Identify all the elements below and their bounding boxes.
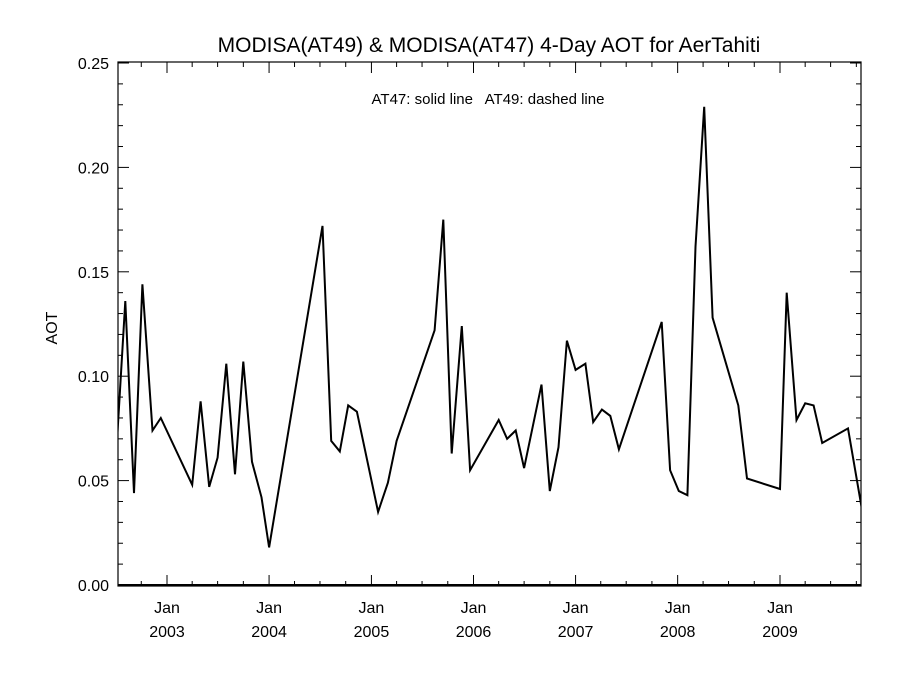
- x-tick-year-label: 2009: [762, 624, 798, 641]
- plot-frame: [117, 61, 862, 587]
- y-tick-label: 0.05: [78, 474, 109, 491]
- series-layer: [118, 106, 861, 548]
- x-tick-month-label: Jan: [359, 600, 385, 617]
- y-tick-label: 0.20: [78, 160, 109, 177]
- x-axis-ticks: Jan 2003 Jan 2004 Jan 2005 Jan 2006 Jan 2007 Jan 20…: [140, 62, 857, 641]
- line-style-annotation: AT47: solid line AT49: dashed line: [372, 91, 605, 108]
- x-tick-month-label: Jan: [256, 600, 282, 617]
- x-tick-month-label: Jan: [461, 600, 487, 617]
- y-tick-label: 0.10: [78, 369, 109, 386]
- x-tick-year-label: 2006: [456, 624, 492, 641]
- series-line-solid: [118, 106, 861, 548]
- y-tick-label: 0.00: [78, 578, 109, 595]
- x-tick-year-label: 2007: [558, 624, 594, 641]
- x-tick-year-label: 2003: [149, 624, 185, 641]
- x-tick-month-label: Jan: [154, 600, 180, 617]
- x-tick-month-label: Jan: [665, 600, 691, 617]
- chart-title: MODISA(AT49) & MODISA(AT47) 4-Day AOT fo…: [218, 34, 761, 57]
- y-tick-label: 0.25: [78, 56, 109, 73]
- y-tick-label: 0.15: [78, 265, 109, 282]
- x-tick-year-label: 2008: [660, 624, 696, 641]
- x-tick-year-label: 2004: [251, 624, 287, 641]
- x-tick-month-label: Jan: [563, 600, 589, 617]
- x-tick-month-label: Jan: [767, 600, 793, 617]
- x-tick-year-label: 2005: [354, 624, 390, 641]
- y-axis-label: AOT: [44, 311, 61, 344]
- y-axis-ticks: 0.00 0.05 0.10 0.15 0.20 0.25: [78, 56, 861, 595]
